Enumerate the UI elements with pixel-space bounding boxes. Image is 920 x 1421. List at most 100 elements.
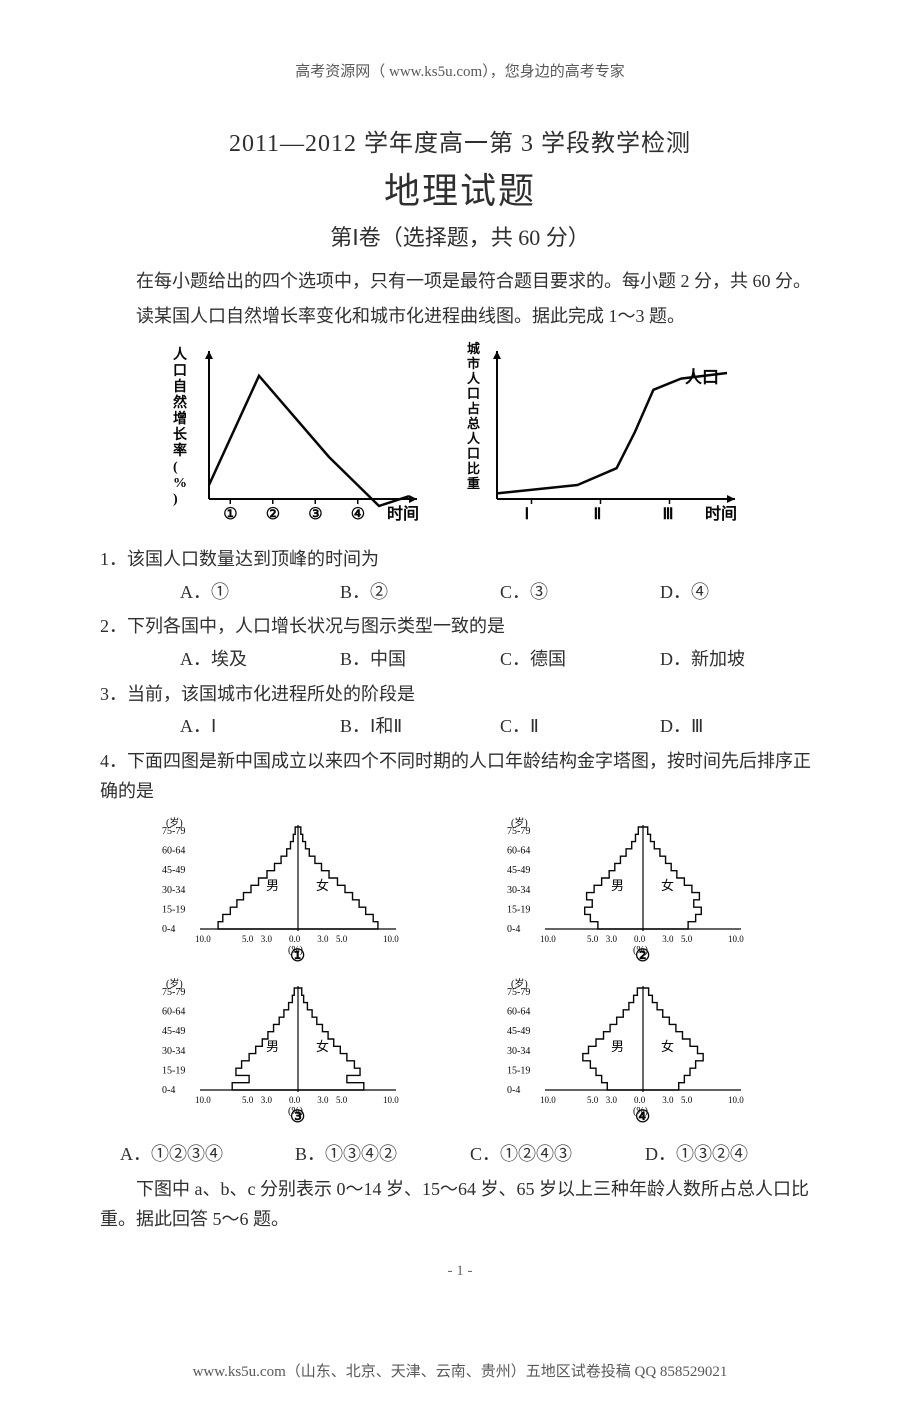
- svg-text:5.0: 5.0: [681, 934, 693, 944]
- q4-opt-b: B．①③④②: [295, 1139, 470, 1170]
- svg-text:75-79: 75-79: [162, 826, 185, 837]
- question-3-options: A．Ⅰ B．Ⅰ和Ⅱ C．Ⅱ D．Ⅲ: [100, 711, 820, 742]
- svg-text:然: 然: [173, 394, 187, 411]
- page-footer: www.ks5u.com（山东、北京、天津、云南、贵州）五地区试卷投稿 QQ 8…: [100, 1360, 820, 1381]
- q1-opt-c: C．③: [500, 577, 660, 608]
- svg-text:): ): [173, 492, 178, 507]
- svg-text:45-49: 45-49: [162, 865, 185, 876]
- svg-text:0.0: 0.0: [634, 934, 646, 944]
- svg-text:0-4: 0-4: [507, 924, 520, 935]
- page-number: - 1 -: [100, 1263, 820, 1280]
- chart-urbanization: 城市人口占总人口比重人口ⅠⅡⅢ时间: [457, 339, 757, 534]
- svg-text:10.0: 10.0: [383, 934, 399, 944]
- svg-text:人口: 人口: [685, 368, 719, 387]
- q2-opt-a: A．埃及: [180, 644, 340, 675]
- svg-text:口: 口: [467, 386, 480, 401]
- svg-text:0-4: 0-4: [162, 1085, 175, 1096]
- svg-text:75-79: 75-79: [507, 826, 530, 837]
- svg-text:60-64: 60-64: [507, 846, 530, 857]
- svg-text:3.0: 3.0: [260, 1095, 272, 1105]
- q4-opt-d: D．①③②④: [645, 1139, 820, 1170]
- svg-text:5.0: 5.0: [242, 934, 254, 944]
- svg-text:女: 女: [316, 878, 329, 893]
- svg-text:增: 增: [173, 410, 187, 427]
- svg-text:3.0: 3.0: [260, 934, 272, 944]
- question-2-options: A．埃及 B．中国 C．德国 D．新加坡: [100, 644, 820, 675]
- svg-text:①: ①: [290, 946, 305, 965]
- svg-text:0-4: 0-4: [507, 1085, 520, 1096]
- svg-text:男: 男: [611, 878, 624, 893]
- pyramid-2: (岁)75-7960-6445-4930-3415-190-410.05.03.…: [493, 813, 773, 968]
- reading-prompt-1: 读某国人口自然增长率变化和城市化进程曲线图。据此完成 1～3 题。: [100, 301, 820, 332]
- page-header: 高考资源网（ www.ks5u.com），您身边的高考专家: [100, 60, 820, 81]
- svg-text:重: 重: [467, 476, 480, 491]
- chart-growth-rate: 人口自然增长率(%)①②③④时间: [163, 339, 433, 534]
- svg-text:10.0: 10.0: [195, 1095, 211, 1105]
- q2-opt-d: D．新加坡: [660, 644, 820, 675]
- q2-opt-b: B．中国: [340, 644, 500, 675]
- svg-text:①: ①: [223, 506, 237, 523]
- svg-text:(: (: [173, 460, 178, 475]
- q4-opt-c: C．①②④③: [470, 1139, 645, 1170]
- svg-text:人: 人: [467, 431, 481, 446]
- svg-text:人: 人: [173, 346, 188, 363]
- svg-text:3.0: 3.0: [605, 934, 617, 944]
- svg-text:③: ③: [290, 1107, 305, 1126]
- svg-text:10.0: 10.0: [195, 934, 211, 944]
- pyramid-4: (岁)75-7960-6445-4930-3415-190-410.05.03.…: [493, 974, 773, 1129]
- q2-opt-c: C．德国: [500, 644, 660, 675]
- svg-text:45-49: 45-49: [507, 1026, 530, 1037]
- svg-text:30-34: 30-34: [162, 885, 185, 896]
- svg-text:45-49: 45-49: [507, 865, 530, 876]
- svg-text:60-64: 60-64: [162, 1007, 185, 1018]
- svg-text:女: 女: [661, 878, 674, 893]
- svg-text:5.0: 5.0: [242, 1095, 254, 1105]
- svg-text:女: 女: [661, 1039, 674, 1054]
- svg-text:60-64: 60-64: [162, 846, 185, 857]
- svg-text:60-64: 60-64: [507, 1007, 530, 1018]
- svg-text:④: ④: [635, 1107, 650, 1126]
- svg-text:②: ②: [266, 506, 280, 523]
- q3-opt-d: D．Ⅲ: [660, 711, 820, 742]
- svg-text:占: 占: [467, 401, 480, 416]
- q3-opt-c: C．Ⅱ: [500, 711, 660, 742]
- question-2: 2．下列各国中，人口增长状况与图示类型一致的是: [100, 611, 820, 642]
- section-title: 第Ⅰ卷（选择题，共 60 分）: [100, 220, 820, 252]
- pyramid-1: (岁)75-7960-6445-4930-3415-190-410.05.03.…: [148, 813, 428, 968]
- svg-text:自: 自: [173, 378, 187, 395]
- instructions-paragraph: 在每小题给出的四个选项中，只有一项是最符合题目要求的。每小题 2 分，共 60 …: [100, 266, 820, 297]
- svg-text:Ⅲ: Ⅲ: [663, 506, 674, 523]
- svg-text:5.0: 5.0: [336, 934, 348, 944]
- svg-text:5.0: 5.0: [587, 934, 599, 944]
- exam-subject-title: 地理试题: [100, 162, 820, 214]
- svg-text:30-34: 30-34: [507, 885, 530, 896]
- svg-text:5.0: 5.0: [587, 1095, 599, 1105]
- q3-opt-a: A．Ⅰ: [180, 711, 340, 742]
- svg-text:3.0: 3.0: [317, 934, 329, 944]
- svg-text:Ⅰ: Ⅰ: [525, 506, 530, 523]
- svg-text:30-34: 30-34: [162, 1046, 185, 1057]
- svg-text:时间: 时间: [705, 504, 737, 523]
- svg-text:15-19: 15-19: [162, 1065, 185, 1076]
- svg-text:75-79: 75-79: [507, 987, 530, 998]
- q1-opt-d: D．④: [660, 577, 820, 608]
- svg-text:3.0: 3.0: [662, 1095, 674, 1105]
- svg-text:15-19: 15-19: [507, 904, 530, 915]
- svg-text:市: 市: [467, 356, 480, 371]
- svg-text:④: ④: [351, 506, 365, 523]
- svg-text:10.0: 10.0: [383, 1095, 399, 1105]
- svg-text:10.0: 10.0: [728, 934, 744, 944]
- charts-row: 人口自然增长率(%)①②③④时间 城市人口占总人口比重人口ⅠⅡⅢ时间: [100, 339, 820, 534]
- svg-text:男: 男: [266, 878, 279, 893]
- svg-text:城: 城: [467, 341, 480, 356]
- q3-opt-b: B．Ⅰ和Ⅱ: [340, 711, 500, 742]
- svg-text:10.0: 10.0: [540, 1095, 556, 1105]
- svg-text:0.0: 0.0: [289, 1095, 301, 1105]
- svg-text:15-19: 15-19: [162, 904, 185, 915]
- svg-text:率: 率: [173, 442, 187, 459]
- q4-opt-a: A．①②③④: [120, 1139, 295, 1170]
- svg-text:人: 人: [467, 371, 481, 386]
- question-4: 4．下面四图是新中国成立以来四个不同时期的人口年龄结构金字塔图，按时间先后排序正…: [100, 746, 820, 807]
- question-3: 3．当前，该国城市化进程所处的阶段是: [100, 679, 820, 710]
- svg-text:5.0: 5.0: [336, 1095, 348, 1105]
